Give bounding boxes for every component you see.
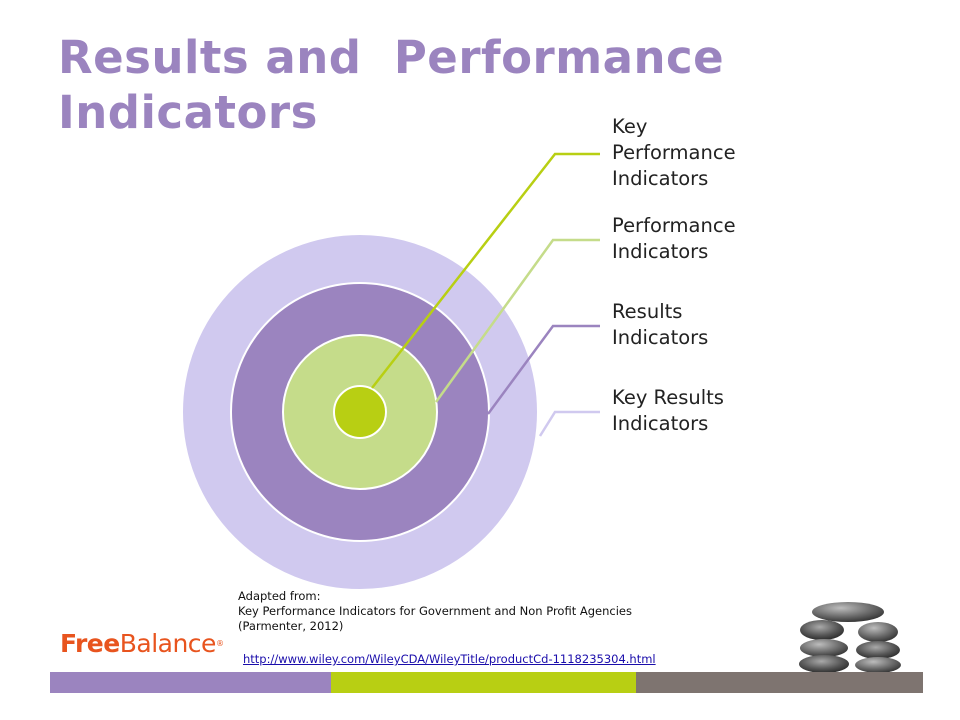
label-line: Performance — [612, 214, 736, 237]
connector-key-performance-indicators — [371, 152, 600, 389]
logo-text-regular: Balance — [119, 629, 217, 658]
source-author-year: (Parmenter, 2012) — [238, 619, 344, 633]
slide-title-line-1: Results and Performance — [58, 31, 725, 84]
label-line: Key — [612, 115, 648, 138]
registered-mark: ® — [215, 639, 224, 648]
label-line: Indicators — [612, 412, 709, 435]
label-line: Indicators — [612, 326, 709, 349]
label-line: Key Results — [612, 386, 724, 409]
footer-bar-green — [331, 672, 636, 693]
ring-key-performance-indicators — [333, 385, 387, 439]
label-line: Results — [612, 300, 683, 323]
source-book-title: Key Performance Indicators for Governmen… — [238, 604, 632, 618]
label-results-indicators: Results Indicators — [612, 299, 708, 351]
label-performance-indicators: Performance Indicators — [612, 213, 736, 265]
stacked-stones-image — [799, 602, 901, 673]
footer-bar-purple — [50, 672, 331, 693]
footer-bar-gray — [636, 672, 923, 693]
source-citation: Adapted from: Key Performance Indicators… — [238, 589, 632, 634]
label-line: Performance — [612, 141, 736, 164]
connector-performance-indicators — [434, 238, 600, 403]
slide-title: Results and Performance Indicators — [58, 30, 758, 140]
label-line: Indicators — [612, 167, 709, 190]
slide-title-line-2: Indicators — [58, 86, 318, 139]
logo-text-bold: Free — [60, 629, 120, 658]
connector-results-indicators — [486, 324, 600, 415]
label-key-performance-indicators: Key Performance Indicators — [612, 114, 736, 192]
freebalance-logo: FreeBalance® — [60, 629, 224, 659]
source-intro: Adapted from: — [238, 589, 321, 603]
label-line: Indicators — [612, 240, 709, 263]
label-key-results-indicators: Key Results Indicators — [612, 385, 724, 437]
connector-key-results-indicators — [538, 410, 600, 437]
source-link[interactable]: http://www.wiley.com/WileyCDA/WileyTitle… — [243, 652, 656, 666]
